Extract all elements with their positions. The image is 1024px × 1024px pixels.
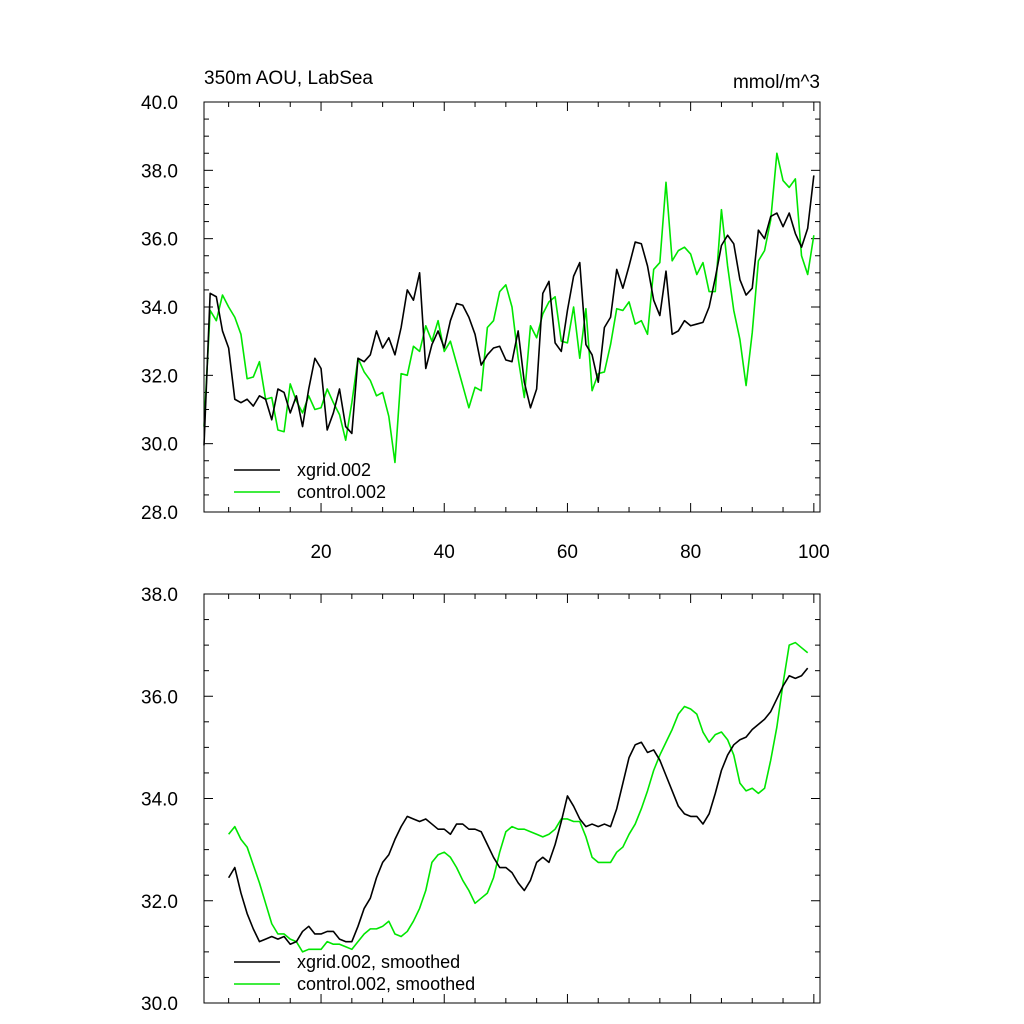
top-y-tick-labels: 28.0 30.0 32.0 34.0 36.0 38.0 40.0	[141, 93, 178, 524]
chart-title: 350m AOU, LabSea	[204, 68, 373, 89]
series-line-xgrid	[203, 175, 815, 446]
y-tick-label: 32.0	[141, 366, 178, 387]
top-series-lines	[203, 152, 815, 464]
top-chart-panel: 350m AOU, LabSea mmol/m^3 28.0 30.0 32.0 34…	[141, 68, 830, 563]
y-tick-label: 30.0	[141, 435, 178, 456]
y-tick-label: 34.0	[141, 790, 178, 811]
y-tick-label: 34.0	[141, 298, 178, 319]
series-line-control	[203, 152, 815, 464]
x-tick-label: 80	[680, 542, 701, 563]
bottom-plot-frame	[203, 593, 821, 1004]
bottom-series-lines	[227, 641, 809, 953]
x-tick-label: 20	[310, 542, 331, 563]
y-tick-label: 38.0	[141, 161, 178, 182]
legend-label: control.002, smoothed	[297, 974, 475, 994]
legend-label: control.002	[297, 482, 386, 502]
legend-label: xgrid.002, smoothed	[297, 952, 460, 972]
bottom-chart-panel: 30.0 32.0 34.0 36.0 38.0 xgrid.002, smoothed…	[141, 585, 821, 1015]
series-line-control	[228, 641, 809, 953]
y-tick-label: 30.0	[141, 994, 178, 1015]
x-tick-label: 40	[434, 542, 455, 563]
y-tick-label: 28.0	[141, 503, 178, 524]
x-tick-label: 60	[557, 542, 578, 563]
y-tick-label: 38.0	[141, 585, 178, 606]
y-tick-label: 36.0	[141, 687, 178, 708]
top-plot-frame	[203, 101, 821, 513]
y-tick-label: 32.0	[141, 892, 178, 913]
y-tick-label: 40.0	[141, 93, 178, 114]
y-tick-label: 36.0	[141, 230, 178, 251]
x-tick-label: 100	[798, 542, 830, 563]
series-line-xgrid	[227, 667, 809, 946]
bottom-y-tick-labels: 30.0 32.0 34.0 36.0 38.0	[141, 585, 178, 1015]
chart-units: mmol/m^3	[733, 72, 820, 93]
top-x-tick-labels: 20 40 60 80 100	[310, 542, 829, 563]
legend-label: xgrid.002	[297, 460, 371, 480]
